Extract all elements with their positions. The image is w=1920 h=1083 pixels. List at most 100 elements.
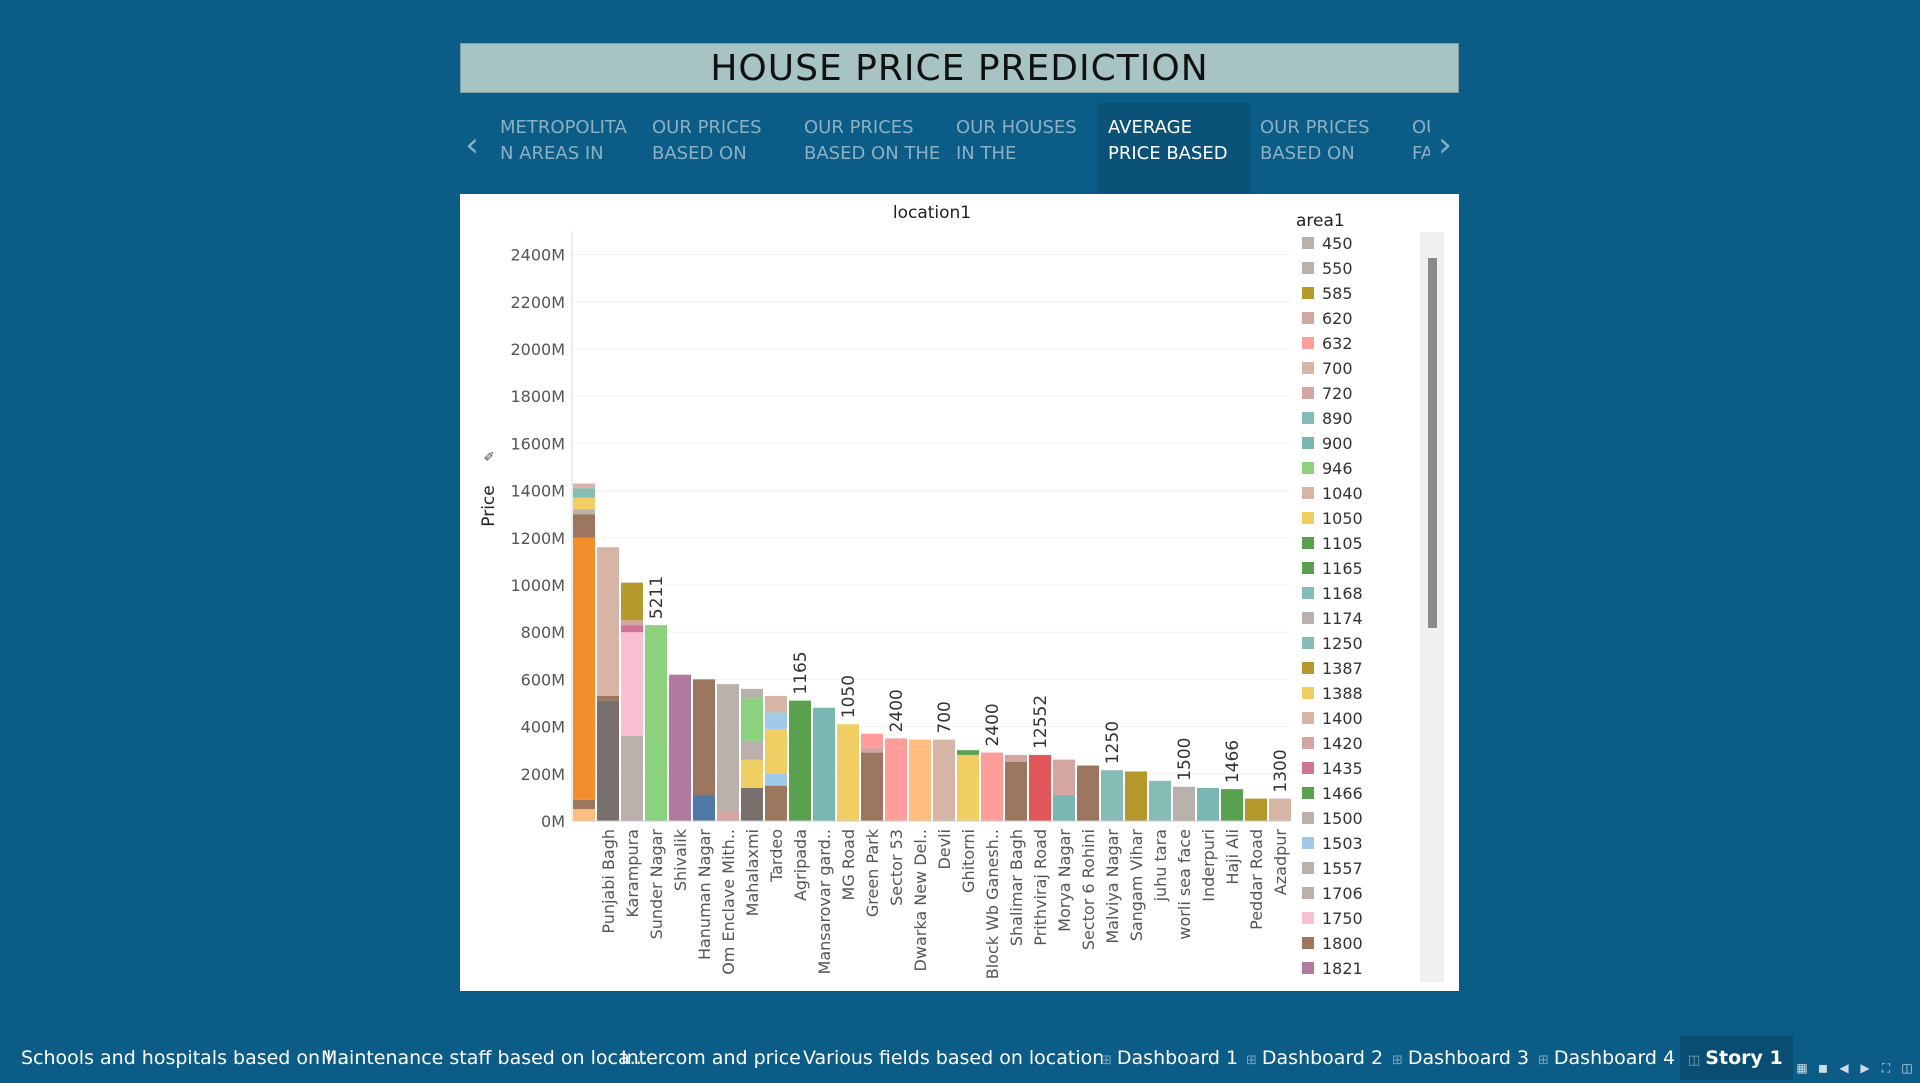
grid-view-icon[interactable]: ▦ [1796, 1061, 1808, 1075]
filmstrip-icon[interactable]: ◼ [1818, 1061, 1828, 1075]
legend-item-label[interactable]: 1706 [1322, 884, 1363, 903]
story-point-3[interactable]: OUR PRICES BASED ON THE [794, 103, 946, 215]
legend-item-label[interactable]: 550 [1322, 259, 1353, 278]
legend-item-label[interactable]: 1168 [1322, 584, 1363, 603]
bar-segment[interactable] [621, 736, 643, 821]
bar-segment[interactable] [1221, 789, 1243, 821]
bar-segment[interactable] [909, 739, 931, 821]
legend-swatch[interactable] [1302, 337, 1314, 349]
bar-segment[interactable] [885, 738, 907, 821]
legend-swatch[interactable] [1302, 312, 1314, 324]
bar-segment[interactable] [1053, 759, 1075, 796]
legend-item-label[interactable]: 1040 [1322, 484, 1363, 503]
legend-item-label[interactable]: 1800 [1322, 934, 1363, 953]
legend-swatch[interactable] [1302, 812, 1314, 824]
bar-segment[interactable] [1101, 770, 1123, 821]
legend-item-label[interactable]: 450 [1322, 234, 1353, 253]
bar-segment[interactable] [645, 625, 667, 821]
bar-segment[interactable] [621, 582, 643, 621]
story-point-7[interactable]: OU FA [1402, 103, 1430, 215]
legend-item-label[interactable]: 1400 [1322, 709, 1363, 728]
bar-segment[interactable] [1197, 787, 1219, 821]
bar-segment[interactable] [693, 679, 715, 796]
bar-segment[interactable] [573, 488, 595, 498]
bar-segment[interactable] [573, 514, 595, 538]
story-point-6[interactable]: OUR PRICES BASED ON [1250, 103, 1402, 215]
legend-item-label[interactable]: 1420 [1322, 734, 1363, 753]
next-sheet-icon[interactable]: ▶ [1860, 1061, 1870, 1075]
legend-swatch[interactable] [1302, 787, 1314, 799]
legend-swatch[interactable] [1302, 437, 1314, 449]
bar-segment[interactable] [573, 537, 595, 800]
legend-swatch[interactable] [1302, 962, 1314, 974]
legend-swatch[interactable] [1302, 912, 1314, 924]
sheet-tab-dashboard-3[interactable]: ⊞ Dashboard 3 [1392, 1036, 1529, 1080]
bar-segment[interactable] [1245, 798, 1267, 821]
legend-item-label[interactable]: 700 [1322, 359, 1353, 378]
previous-sheet-icon[interactable]: ◀ [1839, 1061, 1849, 1075]
legend-item-label[interactable]: 1387 [1322, 659, 1363, 678]
legend-swatch[interactable] [1302, 937, 1314, 949]
legend-swatch[interactable] [1302, 762, 1314, 774]
bar-segment[interactable] [621, 620, 643, 626]
bar-segment[interactable] [933, 739, 955, 821]
bar-segment[interactable] [765, 712, 787, 729]
legend-item-label[interactable]: 890 [1322, 409, 1353, 428]
legend-swatch[interactable] [1302, 612, 1314, 624]
bar-segment[interactable] [765, 773, 787, 786]
legend-swatch[interactable] [1302, 862, 1314, 874]
bar-segment[interactable] [573, 509, 595, 515]
bar-segment[interactable] [861, 733, 883, 748]
fullscreen-icon[interactable]: ⛶ [1881, 1061, 1891, 1075]
sheet-tab-dashboard-2[interactable]: ⊞ Dashboard 2 [1246, 1036, 1383, 1080]
bar-segment[interactable] [861, 752, 883, 821]
legend-item-label[interactable]: 585 [1322, 284, 1353, 303]
bar-segment[interactable] [813, 707, 835, 821]
bar-segment[interactable] [741, 740, 763, 760]
legend-item-label[interactable]: 720 [1322, 384, 1353, 403]
bar-segment[interactable] [573, 483, 595, 489]
legend-swatch[interactable] [1302, 237, 1314, 249]
bar-segment[interactable] [765, 695, 787, 713]
bar-segment[interactable] [1149, 780, 1171, 821]
bar-segment[interactable] [861, 747, 883, 753]
legend-swatch[interactable] [1302, 837, 1314, 849]
presentation-icon[interactable]: ◫ [1901, 1061, 1913, 1075]
bar-segment[interactable] [981, 752, 1003, 821]
sheet-tab-various-fields[interactable]: Various fields based on location [803, 1036, 1104, 1080]
sheet-tab-dashboard-4[interactable]: ⊞ Dashboard 4 [1538, 1036, 1675, 1080]
bar-segment[interactable] [1053, 795, 1075, 821]
legend-item-label[interactable]: 1105 [1322, 534, 1363, 553]
legend-swatch[interactable] [1302, 737, 1314, 749]
legend-item-label[interactable]: 1500 [1322, 809, 1363, 828]
bar-segment[interactable] [621, 625, 643, 633]
legend-item-label[interactable]: 946 [1322, 459, 1353, 478]
legend-swatch[interactable] [1302, 687, 1314, 699]
bar-segment[interactable] [573, 497, 595, 510]
legend-swatch[interactable] [1302, 887, 1314, 899]
legend-swatch[interactable] [1302, 537, 1314, 549]
bar-segment[interactable] [765, 728, 787, 774]
bar-segment[interactable] [789, 700, 811, 821]
story-point-4[interactable]: OUR HOUSES IN THE [946, 103, 1098, 215]
legend-swatch[interactable] [1302, 662, 1314, 674]
legend-item-label[interactable]: 1165 [1322, 559, 1363, 578]
bar-segment[interactable] [1173, 786, 1195, 821]
legend-swatch[interactable] [1302, 412, 1314, 424]
legend-swatch[interactable] [1302, 362, 1314, 374]
story-point-1[interactable]: METROPOLITA N AREAS IN [490, 103, 642, 215]
bar-segment[interactable] [1005, 762, 1027, 821]
sheet-tab-maintenance-staff[interactable]: Maintenance staff based on loca... [321, 1036, 648, 1080]
legend-item-label[interactable]: 1821 [1322, 959, 1363, 978]
legend-swatch[interactable] [1302, 462, 1314, 474]
chevron-right-icon[interactable]: › [1438, 125, 1452, 165]
bar-segment[interactable] [957, 750, 979, 755]
legend-item-label[interactable]: 900 [1322, 434, 1353, 453]
sheet-tab-story-1[interactable]: ◫ Story 1 [1680, 1036, 1793, 1080]
legend-swatch[interactable] [1302, 387, 1314, 399]
legend-item-label[interactable]: 1174 [1322, 609, 1363, 628]
legend-item-label[interactable]: 632 [1322, 334, 1353, 353]
bar-segment[interactable] [1125, 771, 1147, 821]
legend-swatch[interactable] [1302, 487, 1314, 499]
bar-segment[interactable] [741, 787, 763, 821]
